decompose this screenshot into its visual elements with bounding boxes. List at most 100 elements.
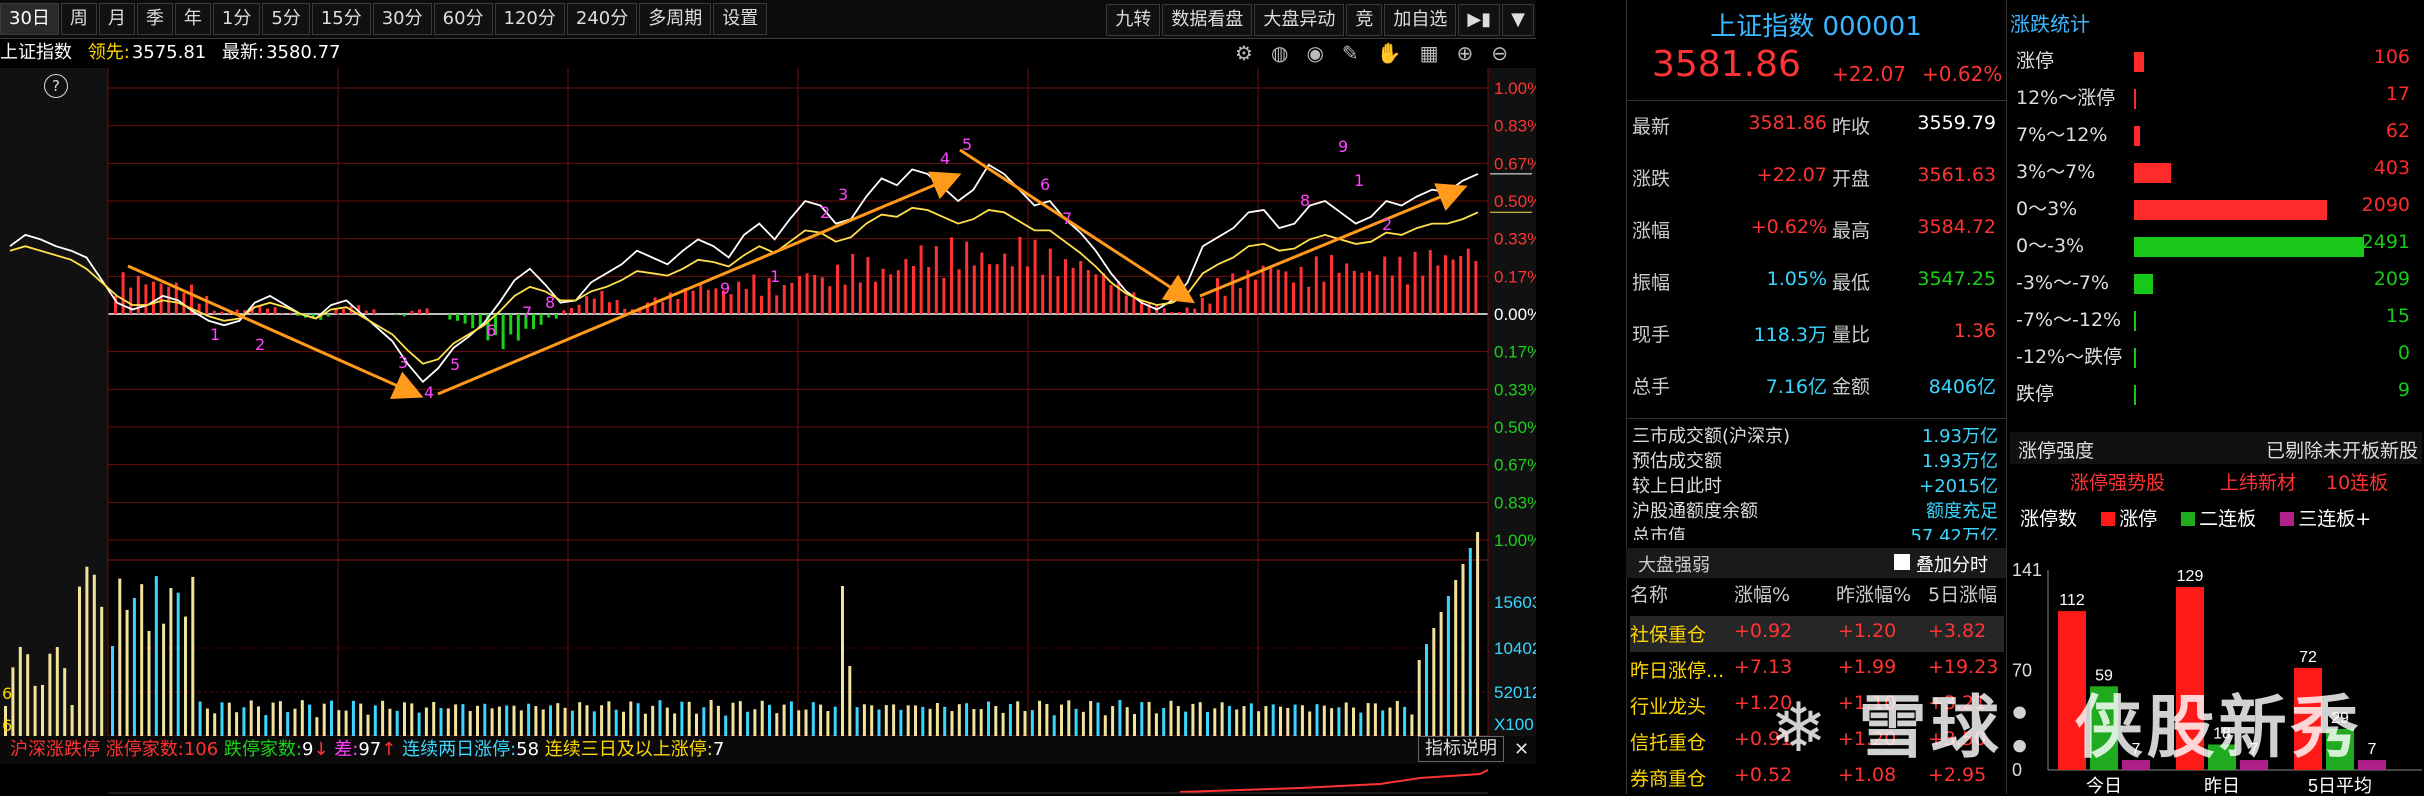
ad-bar-up — [1390, 275, 1394, 314]
toolbar-right-0[interactable]: 九转 — [1106, 4, 1161, 36]
strength-row[interactable]: 昨日涨停... +7.13 +1.99 +19.23 — [1630, 652, 2004, 688]
nine-turn-mark: 2 — [255, 335, 265, 354]
volume-bar — [892, 704, 896, 736]
close-icon[interactable]: ✕ — [1514, 739, 1530, 760]
ad-bar-up — [190, 284, 193, 314]
quote-value: 7.16亿 — [1765, 376, 1827, 398]
help-icon[interactable]: ? — [44, 74, 68, 98]
volume-bar — [862, 704, 866, 736]
three-day-value: 7 — [712, 739, 725, 760]
exit-icon[interactable]: ▶▮ — [1458, 4, 1501, 36]
percent-tick: 0.50% — [1494, 192, 1536, 211]
eye-icon[interactable]: ◉ — [1306, 41, 1332, 65]
percent-tick: 0.33% — [1494, 230, 1536, 249]
volume-bar — [607, 701, 611, 736]
volume-bar — [1133, 713, 1136, 736]
strength-yesterday: +1.10 — [1838, 692, 1897, 714]
ad-bar-up — [874, 281, 877, 314]
market-label: 总市值 — [1632, 526, 1686, 540]
volume-bar — [344, 710, 348, 736]
settings-icon[interactable]: ⚙ — [1235, 41, 1261, 65]
zhangdie-panel — [2006, 0, 2424, 794]
ad-bar-up — [1117, 280, 1121, 314]
percent-tick: 0.00% — [1494, 305, 1536, 324]
tab-strong-stocks[interactable]: 涨停强势股 — [2070, 472, 2166, 494]
limit-stats-chart — [108, 769, 1489, 794]
period-tab-12[interactable]: 多周期 — [639, 3, 712, 35]
toolbar-right-4[interactable]: 加自选 — [1384, 4, 1457, 36]
zhangdie-bar — [2134, 200, 2327, 220]
period-tab-2[interactable]: 月 — [98, 3, 135, 35]
ad-bar-up — [1231, 273, 1235, 314]
strength-row[interactable]: 券商重仓 +0.52 +1.08 +2.95 — [1630, 760, 2004, 796]
period-tab-3[interactable]: 季 — [136, 3, 173, 35]
volume-bar — [176, 592, 180, 736]
zhangdie-bar — [2134, 274, 2153, 294]
ad-bar-up — [798, 276, 801, 314]
quote-title[interactable]: 上证指数 000001 — [1710, 12, 1922, 42]
ad-bar-up — [1398, 256, 1402, 314]
toolbar-right-2[interactable]: 大盘异动 — [1254, 4, 1345, 36]
volume-bar — [4, 706, 7, 736]
legend-limit: 涨停 — [2119, 508, 2158, 530]
limit-strength-tabs: 涨停强势股 上纬新材 10连板 — [2010, 466, 2422, 496]
volume-bar — [716, 705, 720, 736]
period-tab-11[interactable]: 240分 — [566, 3, 638, 35]
legend-swatch-two — [2181, 512, 2196, 526]
volume-bar — [85, 566, 89, 736]
period-tab-13[interactable]: 设置 — [713, 3, 768, 35]
quote-value: 3581.86 — [1748, 112, 1827, 134]
zhangdie-count: 9 — [2397, 379, 2410, 401]
toolbar-right-3[interactable]: 竞 — [1346, 4, 1383, 36]
zoom-out-icon[interactable]: ⊖ — [1491, 41, 1516, 65]
bar-三连板+ — [2358, 760, 2386, 770]
zhangdie-row: -12%～跌停 0 — [2016, 342, 2420, 378]
period-tab-6[interactable]: 5分 — [262, 3, 310, 35]
tab-shangwei[interactable]: 上纬新材 — [2220, 472, 2297, 494]
ad-bar-up — [1109, 284, 1113, 314]
period-tab-0[interactable]: 30日 — [0, 3, 59, 35]
toolbar-right-1[interactable]: 数据看盘 — [1162, 4, 1253, 36]
volume-bar — [1410, 714, 1414, 736]
overlay-checkbox[interactable] — [1894, 554, 1910, 570]
quote-label: 涨幅 — [1632, 220, 1671, 242]
volume-bar — [1074, 708, 1078, 736]
ad-bar-up — [121, 272, 125, 314]
period-tab-5[interactable]: 1分 — [212, 3, 261, 35]
ad-bar-down — [509, 314, 513, 335]
zoom-in-icon[interactable]: ⊕ — [1456, 41, 1482, 65]
ad-bar-up — [881, 268, 885, 314]
hand-icon[interactable]: ✋ — [1376, 41, 1410, 65]
grid-icon[interactable]: ▦ — [1419, 41, 1447, 65]
volume-bar — [1045, 703, 1049, 736]
strength-row[interactable]: 社保重仓 +0.92 +1.20 +3.82 — [1630, 616, 2004, 652]
strength-row[interactable]: 行业龙头 +1.20 +1.10 +3.21 — [1630, 688, 2004, 724]
chevron-down-icon[interactable]: ▼ — [1502, 4, 1534, 36]
tab-ten-boards[interactable]: 10连板 — [2326, 472, 2389, 494]
volume-bar — [118, 578, 122, 736]
up-limit-value: 106 — [183, 739, 219, 760]
period-tab-9[interactable]: 60分 — [433, 3, 493, 35]
nine-turn-mark: 9 — [1338, 137, 1348, 156]
ad-bar-up — [1428, 250, 1432, 314]
zhangdie-count: 209 — [2373, 268, 2410, 290]
period-tab-1[interactable]: 周 — [60, 3, 97, 35]
period-tab-4[interactable]: 年 — [174, 3, 211, 35]
strength-row[interactable]: 信托重仓 +0.91 +1.20 +3.50 — [1630, 724, 2004, 760]
bulb-icon[interactable]: ◍ — [1270, 41, 1297, 65]
volume-bar — [213, 713, 217, 736]
bar-label: 29 — [2331, 710, 2349, 727]
bar-二连板 — [2326, 728, 2354, 770]
period-tab-7[interactable]: 15分 — [311, 3, 371, 35]
volume-bar — [1425, 644, 1428, 736]
volume-bar — [738, 701, 742, 736]
ad-bar-up — [1162, 308, 1166, 314]
volume-bar — [1395, 701, 1399, 736]
period-tab-8[interactable]: 30分 — [372, 3, 432, 35]
ad-bar-up — [1292, 282, 1295, 314]
indicator-help-button[interactable]: 指标说明 — [1418, 736, 1504, 762]
percent-tick: 0.83% — [1494, 117, 1536, 136]
draw-icon[interactable]: ✎ — [1341, 41, 1367, 65]
period-tab-10[interactable]: 120分 — [494, 3, 565, 35]
